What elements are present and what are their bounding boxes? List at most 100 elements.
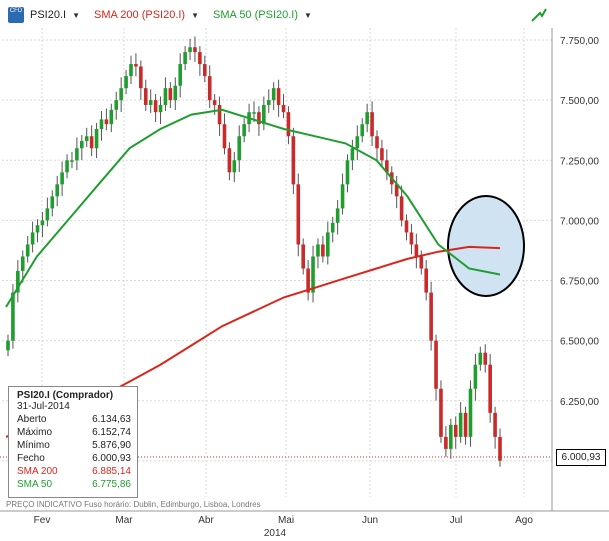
y-tick-label: 7.000,00 <box>560 216 599 227</box>
legend-row-label: Fecho <box>17 453 45 464</box>
candle-up <box>365 112 369 125</box>
candle-up <box>45 208 50 221</box>
candle-down <box>104 119 109 125</box>
chart-logo-icon: CFD <box>8 7 24 23</box>
candle-down <box>296 184 301 245</box>
candle-up <box>360 124 365 137</box>
candle-up <box>109 109 114 125</box>
chevron-down-icon: ▼ <box>72 10 80 20</box>
candle-down <box>434 340 438 389</box>
legend-row: Mínimo 5.876,90 <box>9 439 137 452</box>
candle-down <box>306 268 310 293</box>
data-legend-panel: PSI20.I (Comprador) 31-Jul-2014 Aberto 6.… <box>8 386 138 498</box>
x-tick-label: Ago <box>515 515 533 526</box>
candle-up <box>458 412 463 437</box>
candle-up <box>478 352 483 365</box>
candle-down <box>424 268 428 293</box>
candle-down <box>153 100 158 113</box>
candle-up <box>20 256 25 271</box>
y-tick-label: 7.250,00 <box>560 156 599 167</box>
candle-up <box>16 270 20 293</box>
candle-down <box>385 160 389 173</box>
candle-down <box>134 64 138 67</box>
symbol-selector[interactable]: PSI20.I ▼ <box>30 9 80 21</box>
candle-up <box>25 244 30 257</box>
candle-down <box>193 47 197 53</box>
legend-row-label: SMA 200 <box>17 466 58 477</box>
candle-up <box>124 76 128 89</box>
candle-up <box>266 100 271 105</box>
legend-row-value: 6.134,63 <box>92 414 131 425</box>
candle-up <box>129 64 133 77</box>
candle-down <box>399 196 404 221</box>
candle-up <box>50 196 55 209</box>
candle-up <box>148 100 153 105</box>
candle-down <box>89 136 94 149</box>
sma200-selector[interactable]: SMA 200 (PSI20.I) ▼ <box>94 9 199 21</box>
legend-row-value: 6.000,93 <box>92 453 131 464</box>
candle-up <box>75 148 79 161</box>
candle-down <box>321 244 325 257</box>
year-label: 2014 <box>263 528 287 539</box>
sma50-selector[interactable]: SMA 50 (PSI20.I) ▼ <box>213 9 312 21</box>
candle-up <box>94 129 99 149</box>
candle-up <box>30 232 35 245</box>
candle-up <box>35 225 40 233</box>
candle-down <box>429 292 433 341</box>
candle-up <box>350 148 355 161</box>
candle-up <box>65 160 69 173</box>
x-axis: Fev Mar Abr Mai Jun Jul Ago <box>0 510 609 526</box>
legend-row-label: SMA 50 <box>17 479 53 490</box>
legend-row-value: 6.775,86 <box>92 479 131 490</box>
candle-up <box>99 119 104 130</box>
candle-up <box>6 340 10 351</box>
current-price-tag: 6.000,93 <box>556 449 606 466</box>
legend-row-label: Mínimo <box>17 440 50 451</box>
candle-up <box>335 208 340 223</box>
candle-down <box>488 364 492 413</box>
candle-down <box>404 220 409 233</box>
trend-icon[interactable] <box>531 8 547 22</box>
y-tick-label: 6.750,00 <box>560 277 599 288</box>
candle-up <box>55 184 59 197</box>
candle-down <box>143 88 148 105</box>
candle-down <box>375 136 379 149</box>
legend-row: SMA 200 6.885,14 <box>9 465 137 478</box>
legend-row-label: Máximo <box>17 427 53 438</box>
legend-title: PSI20.I (Comprador) <box>17 390 114 401</box>
candle-down <box>493 412 497 437</box>
legend-row: Máximo 6.152,74 <box>9 426 137 439</box>
candle-down <box>453 424 458 437</box>
chart-toolbar: CFD PSI20.I ▼ SMA 200 (PSI20.I) ▼ SMA 50… <box>0 0 609 30</box>
legend-row-label: Aberto <box>17 414 47 425</box>
candle-up <box>173 85 178 101</box>
candle-down <box>222 124 227 149</box>
candle-down <box>463 412 468 437</box>
candle-down <box>498 436 502 461</box>
candle-down <box>394 184 399 197</box>
x-tick-label: Mar <box>115 515 133 526</box>
candle-down <box>203 64 207 77</box>
candle-up <box>163 88 168 105</box>
legend-row: Fecho 6.000,93 <box>9 452 137 465</box>
candle-down <box>139 66 143 89</box>
candle-up <box>316 244 320 257</box>
y-tick-label: 6.500,00 <box>560 337 599 348</box>
candle-up <box>355 136 360 149</box>
y-axis: 7.750,00 7.500,00 7.250,00 7.000,00 6.750,00… <box>551 28 599 511</box>
candle-up <box>330 222 335 233</box>
candle-up <box>326 232 330 257</box>
candle-up <box>311 256 315 293</box>
candle-down <box>286 112 291 137</box>
candle-down <box>217 104 222 125</box>
candle-up <box>11 292 15 341</box>
candle-up <box>40 220 45 226</box>
candle-up <box>237 136 242 161</box>
legend-row-value: 6.152,74 <box>92 427 131 438</box>
y-tick-label: 7.500,00 <box>560 96 599 107</box>
candle-up <box>183 52 187 65</box>
legend-row-value: 5.876,90 <box>92 440 131 451</box>
candle-down <box>281 104 286 113</box>
footer-note: PREÇO INDICATIVO Fuso horário: Dublin, E… <box>6 500 261 509</box>
